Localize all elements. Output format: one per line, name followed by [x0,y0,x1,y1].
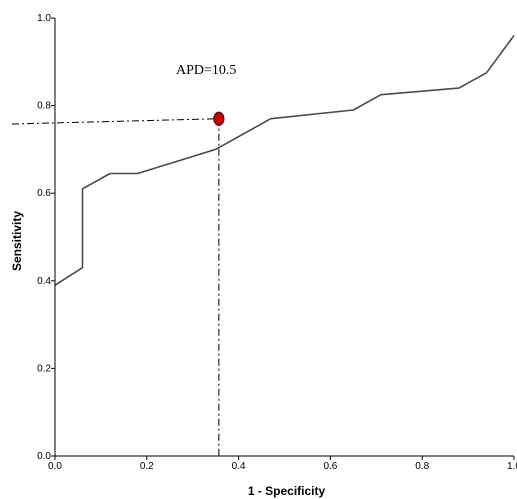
apd-annotation: APD=10.5 [176,63,236,78]
y-tick-label: 0.8 [37,101,51,112]
cut-off-marker-group [213,111,225,126]
x-tick-label: 0.2 [140,461,154,472]
x-tick-label: 0.8 [415,461,429,472]
y-axis-ticks: 0.0 0.2 0.4 0.6 0.8 1.0 [37,13,55,462]
y-tick-label: 0.2 [37,363,51,374]
x-axis-ticks: 0.0 0.2 0.4 0.6 0.8 1.0 [48,456,517,472]
x-tick-label: 1.0 [507,461,517,472]
y-tick-label: 0.4 [37,276,51,287]
y-tick-label: 0.6 [37,188,51,199]
cut-off-point [213,111,225,126]
y-tick-label: 1.0 [37,13,51,24]
x-tick-label: 0.6 [323,461,337,472]
roc-curve-group [54,35,515,286]
y-axis-title: Sensitivity [10,211,24,271]
x-tick-label: 0.0 [48,461,62,472]
roc-curve-line [54,35,515,286]
y-tick-label: 0.0 [37,451,51,462]
cut-off-guides [11,118,220,456]
x-tick-label: 0.4 [232,461,246,472]
horizontal-guide-line [11,118,219,125]
x-axis-title: 1 - Specificity [248,484,326,498]
